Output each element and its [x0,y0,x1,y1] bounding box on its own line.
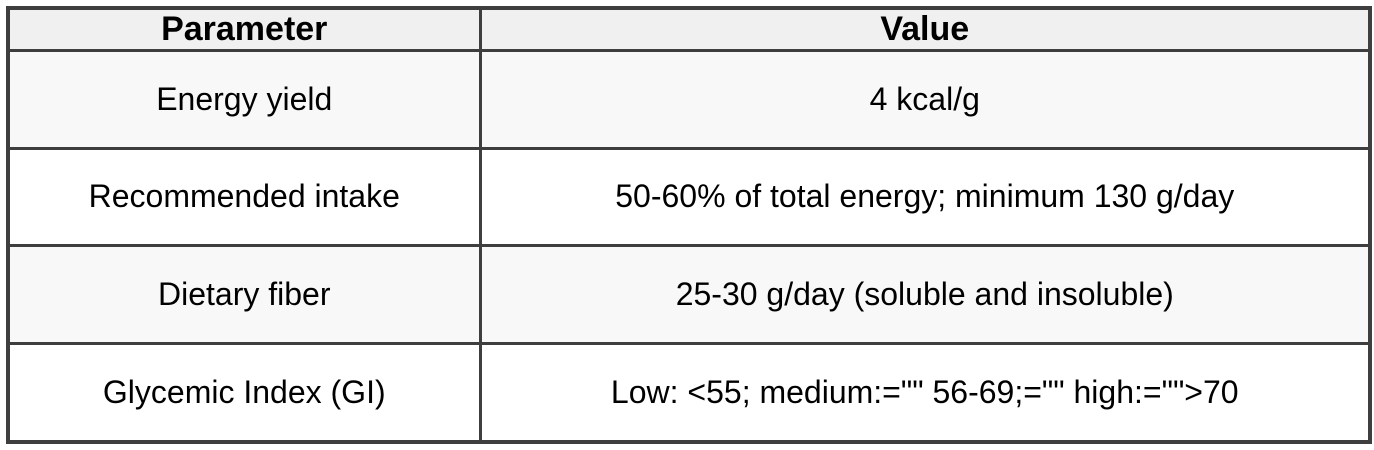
cell-parameter: Glycemic Index (GI) [6,341,482,444]
table-row: Energy yield 4 kcal/g [6,49,1372,150]
nutrition-table: Parameter Value Energy yield 4 kcal/g Re… [6,6,1372,444]
cell-value: Low: <55; medium:="" 56-69;="" high:="">… [478,341,1372,444]
column-header-value: Value [478,6,1372,52]
cell-parameter: Recommended intake [6,146,482,248]
table-row: Dietary fiber 25-30 g/day (soluble and i… [6,244,1372,345]
cell-value: 50-60% of total energy; minimum 130 g/da… [478,146,1372,248]
cell-parameter: Energy yield [6,49,482,150]
table-row: Recommended intake 50-60% of total energ… [6,146,1372,248]
cell-value: 4 kcal/g [478,49,1372,150]
cell-value: 25-30 g/day (soluble and insoluble) [478,244,1372,345]
cell-parameter: Dietary fiber [6,244,482,345]
column-header-parameter: Parameter [6,6,482,52]
table-row: Glycemic Index (GI) Low: <55; medium:=""… [6,341,1372,444]
header-row: Parameter Value [6,6,1372,52]
